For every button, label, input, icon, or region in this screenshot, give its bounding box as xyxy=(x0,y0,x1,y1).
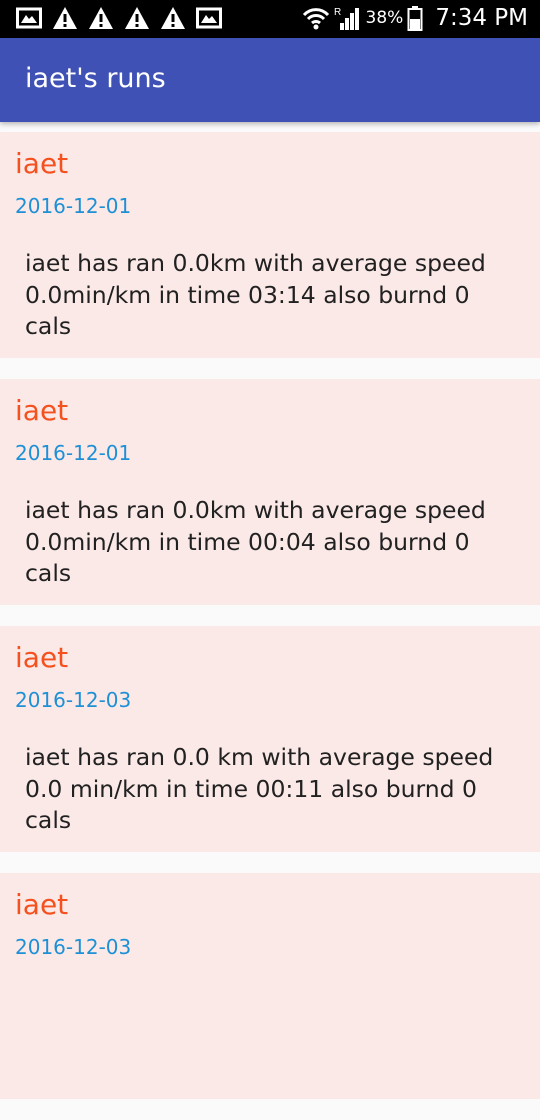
run-date: 2016-12-03 xyxy=(15,688,132,712)
warning-icon xyxy=(161,7,185,29)
run-date: 2016-12-03 xyxy=(15,935,132,959)
run-list[interactable]: iaet 2016-12-01 iaet has ran 0.0km with … xyxy=(0,132,540,1120)
app-bar: iaet's runs xyxy=(0,38,540,122)
run-description: iaet has ran 0.0 km with average speed 0… xyxy=(25,743,494,834)
run-card[interactable]: iaet 2016-12-01 iaet has ran 0.0km with … xyxy=(0,132,540,358)
warning-icon xyxy=(53,7,77,29)
clock: 7:34 PM xyxy=(435,5,528,31)
warning-icon xyxy=(125,7,149,29)
wifi-icon xyxy=(302,8,329,30)
runner-name: iaet xyxy=(15,147,69,180)
warning-icon xyxy=(89,7,113,29)
runner-name: iaet xyxy=(15,394,69,427)
gallery-icon xyxy=(196,7,222,29)
run-card[interactable]: iaet 2016-12-03 iaet has ran 0.0 km with… xyxy=(0,626,540,852)
page-title: iaet's runs xyxy=(25,63,166,94)
runner-name: iaet xyxy=(15,641,69,674)
run-card[interactable]: iaet 2016-12-01 iaet has ran 0.0km with … xyxy=(0,379,540,605)
run-card[interactable]: iaet 2016-12-03 xyxy=(0,873,540,1099)
gallery-icon xyxy=(16,7,42,29)
run-description: iaet has ran 0.0km with average speed 0.… xyxy=(25,496,486,587)
battery-icon xyxy=(407,6,423,31)
system-indicators: R 38% 7:34 PM xyxy=(302,4,528,32)
battery-percentage: 38% xyxy=(365,8,404,28)
signal-icon: R xyxy=(334,7,359,30)
status-bar: R 38% 7:34 PM xyxy=(0,0,540,38)
run-date: 2016-12-01 xyxy=(15,441,132,465)
run-date: 2016-12-01 xyxy=(15,194,132,218)
runner-name: iaet xyxy=(15,888,69,921)
run-description: iaet has ran 0.0km with average speed 0.… xyxy=(25,249,486,340)
notification-icons xyxy=(16,6,222,30)
svg-text:R: R xyxy=(334,7,341,18)
